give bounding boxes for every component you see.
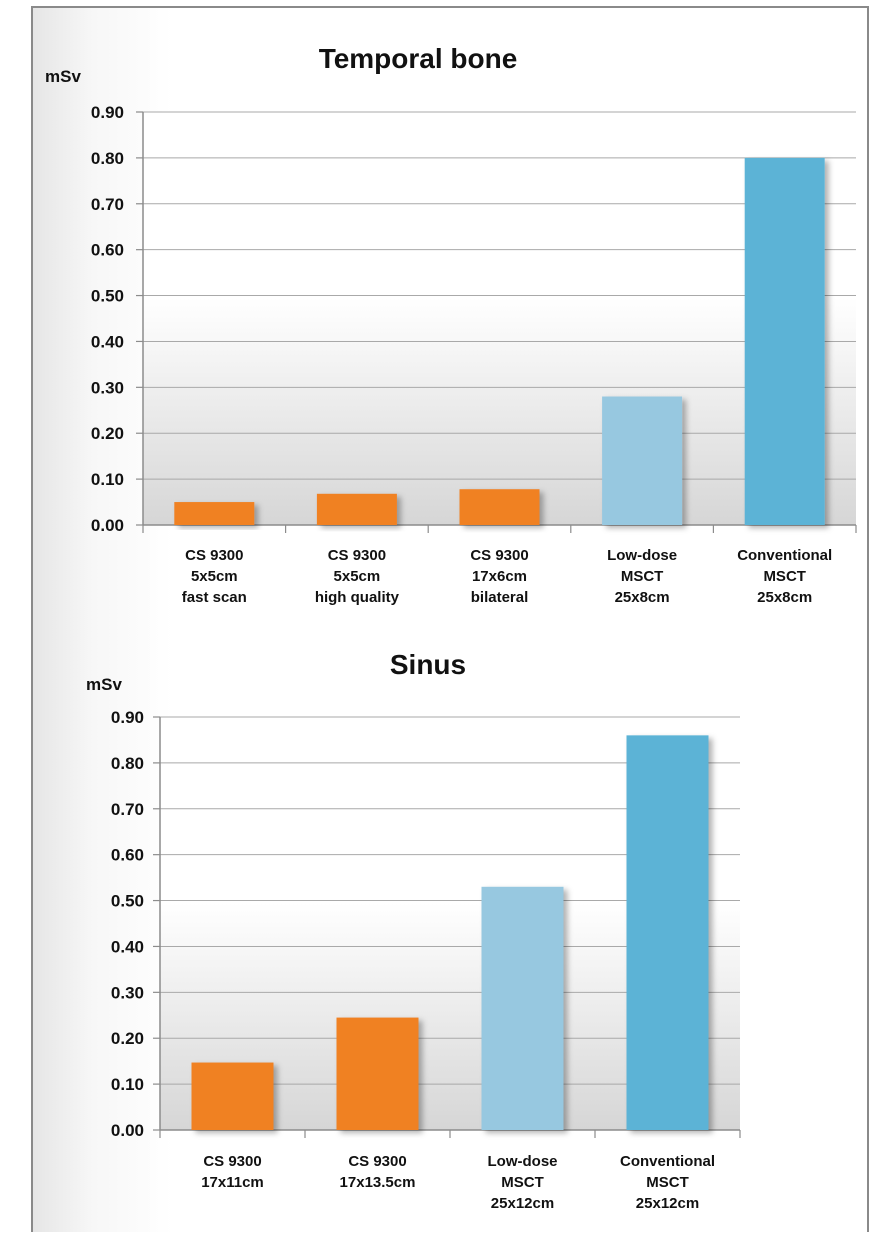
y-tick-label: 0.30 — [91, 378, 124, 397]
x-category-label-line: bilateral — [471, 589, 529, 606]
y-axis-unit-label: mSv — [86, 675, 122, 694]
bar-1 — [191, 1062, 274, 1130]
chart-title: Sinus — [390, 649, 466, 680]
y-tick-label: 0.30 — [111, 983, 144, 1002]
y-tick-label: 0.00 — [111, 1121, 144, 1140]
x-category-label-line: Conventional — [620, 1153, 715, 1170]
x-category-label-line: Low-dose — [488, 1153, 558, 1170]
x-category-label: CS 9300 17x11cm — [201, 1153, 264, 1191]
x-category-label: CS 9300 5x5cm fast scan — [182, 547, 247, 606]
x-category-label-line: 17x6cm — [472, 568, 527, 585]
x-category-label-line: CS 9300 — [470, 547, 528, 564]
x-category-label-line: MSCT — [501, 1174, 544, 1191]
x-category-label-line: 25x12cm — [636, 1195, 699, 1212]
x-category-label-line: MSCT — [646, 1174, 689, 1191]
y-tick-label: 0.20 — [91, 424, 124, 443]
plot-area — [143, 112, 856, 525]
x-category-label-line: fast scan — [182, 589, 247, 606]
y-tick-label: 0.20 — [111, 1029, 144, 1048]
bar-3 — [459, 489, 540, 525]
x-category-label-line: CS 9300 — [203, 1153, 261, 1170]
bar-2 — [336, 1017, 419, 1130]
y-tick-label: 0.80 — [91, 149, 124, 168]
y-tick-label: 0.10 — [111, 1075, 144, 1094]
y-tick-label: 0.40 — [111, 937, 144, 956]
x-category-label-line: MSCT — [621, 568, 664, 585]
x-category-label: CS 9300 17x6cm bilateral — [470, 547, 528, 606]
y-tick-label: 0.00 — [91, 516, 124, 535]
bar-3 — [481, 886, 564, 1130]
y-tick-label: 0.70 — [111, 800, 144, 819]
x-category-label-line: 25x8cm — [615, 589, 670, 606]
x-category-label-line: 5x5cm — [191, 568, 238, 585]
y-tick-label: 0.90 — [91, 103, 124, 122]
y-tick-label: 0.10 — [91, 470, 124, 489]
x-category-label: Low-dose MSCT 25x12cm — [488, 1153, 558, 1212]
y-tick-label: 0.60 — [111, 846, 144, 865]
x-category-label-line: high quality — [315, 589, 400, 606]
bar-4 — [626, 735, 709, 1130]
x-category-label: Conventional MSCT 25x8cm — [737, 547, 832, 606]
y-tick-label: 0.50 — [91, 287, 124, 306]
y-tick-label: 0.40 — [91, 332, 124, 351]
x-category-label-line: CS 9300 — [185, 547, 243, 564]
x-category-label-line: 17x11cm — [201, 1174, 264, 1191]
y-tick-label: 0.60 — [91, 241, 124, 260]
bar-1 — [174, 502, 255, 525]
y-axis-unit-label: mSv — [45, 67, 81, 86]
x-category-label-line: Low-dose — [607, 547, 677, 564]
chart-title: Temporal bone — [319, 43, 518, 74]
y-tick-label: 0.80 — [111, 754, 144, 773]
x-category-label-line: Conventional — [737, 547, 832, 564]
x-category-label-line: CS 9300 — [348, 1153, 406, 1170]
x-category-label-line: 25x12cm — [491, 1195, 554, 1212]
x-category-label: CS 9300 17x13.5cm — [340, 1153, 416, 1191]
x-category-label: Low-dose MSCT 25x8cm — [607, 547, 677, 606]
x-category-label: Conventional MSCT 25x12cm — [620, 1153, 715, 1212]
x-category-label-line: 25x8cm — [757, 589, 812, 606]
x-category-label-line: CS 9300 — [328, 547, 386, 564]
bar-4 — [602, 396, 683, 525]
y-tick-label: 0.70 — [91, 195, 124, 214]
x-category-label-line: MSCT — [763, 568, 806, 585]
y-tick-label: 0.50 — [111, 892, 144, 911]
x-category-label-line: 17x13.5cm — [340, 1174, 416, 1191]
x-category-label: CS 9300 5x5cm high quality — [315, 547, 400, 606]
y-tick-label: 0.90 — [111, 708, 144, 727]
chart-1: Temporal bone mSv 0.00 0.10 0.20 0.30 0.40 0.50… — [45, 43, 857, 606]
bar-2 — [316, 493, 397, 525]
x-category-label-line: 5x5cm — [334, 568, 381, 585]
bar-5 — [744, 157, 825, 525]
chart-2: Sinus mSv 0.00 0.10 0.20 0.30 0.40 0.50 0.60 0.70… — [86, 649, 741, 1212]
